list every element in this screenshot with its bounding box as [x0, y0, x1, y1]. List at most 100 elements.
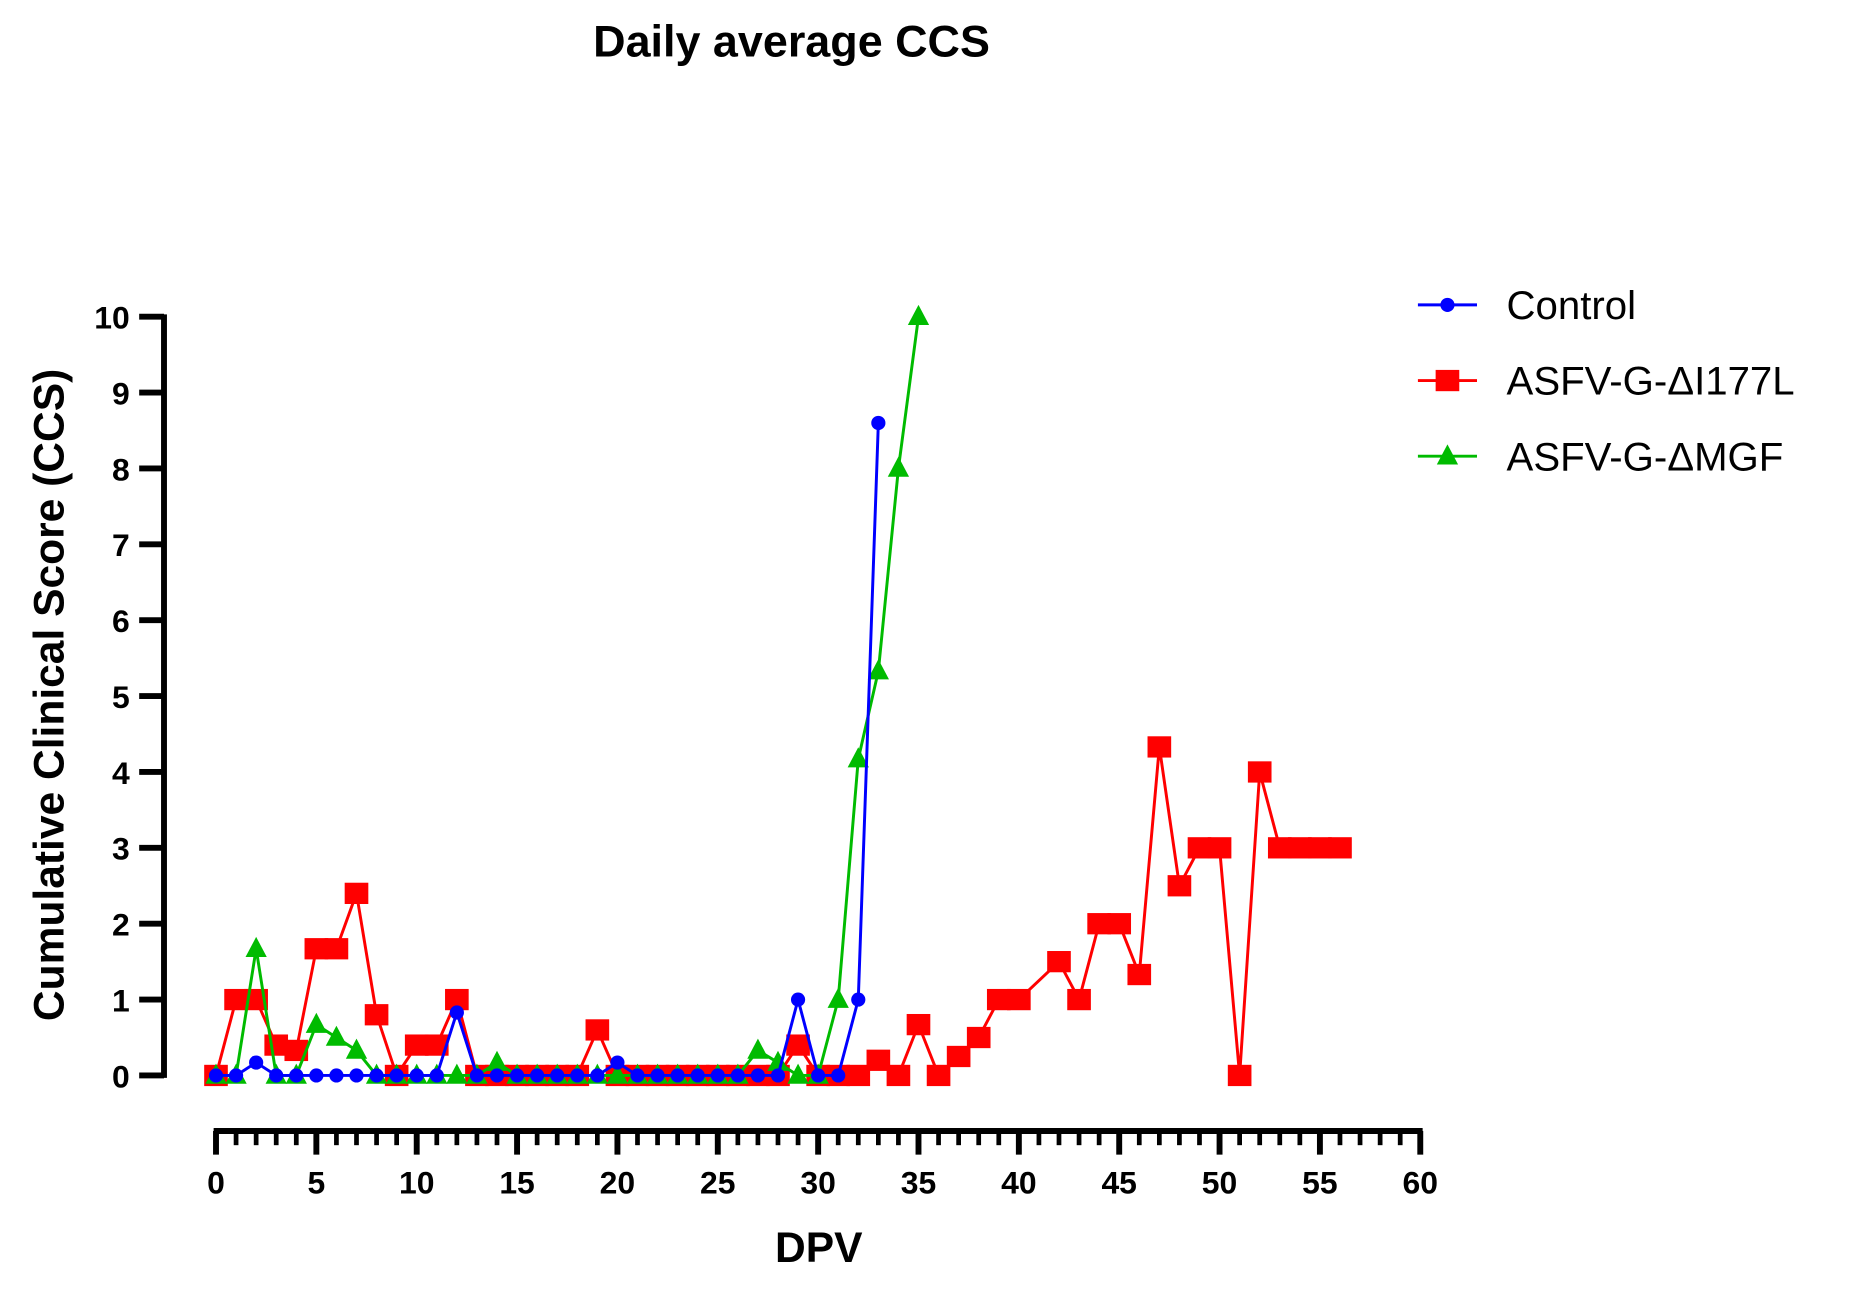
series-line — [215, 422, 880, 1077]
x-tick-label: 15 — [499, 1165, 534, 1201]
y-tick-label: 0 — [112, 1058, 130, 1094]
data-point — [1247, 761, 1272, 783]
x-tick-label: 45 — [1101, 1165, 1136, 1201]
data-point — [986, 988, 1011, 1011]
data-point — [1007, 988, 1031, 1011]
data-point — [1328, 837, 1352, 859]
data-point — [429, 1068, 444, 1083]
data-point — [1047, 951, 1071, 973]
data-point — [344, 882, 369, 904]
x-tick-label: 30 — [800, 1165, 835, 1201]
data-point — [249, 1055, 264, 1070]
data-point — [309, 1068, 324, 1083]
data-point — [966, 1026, 991, 1049]
data-point — [1227, 1064, 1252, 1087]
data-point — [570, 1068, 585, 1083]
data-point — [446, 1063, 468, 1084]
y-axis: 0 1 2 3 4 5 6 7 8 9 10 — [94, 300, 167, 1094]
data-point — [846, 1064, 871, 1087]
series-layer — [204, 304, 1352, 1087]
data-point — [827, 987, 849, 1008]
data-point — [1067, 988, 1091, 1011]
data-point — [409, 1068, 424, 1083]
y-tick-label: 2 — [112, 907, 130, 943]
data-point — [445, 988, 469, 1011]
x-tick-label: 10 — [399, 1165, 434, 1201]
y-tick-label: 6 — [112, 603, 130, 639]
y-tick-label: 10 — [94, 300, 129, 336]
x-tick-label: 25 — [700, 1165, 735, 1201]
data-point — [329, 1068, 344, 1083]
x-tick-label: 55 — [1302, 1165, 1337, 1201]
data-point — [871, 415, 886, 431]
data-point — [1288, 837, 1312, 859]
data-point — [650, 1068, 665, 1083]
data-point — [389, 1068, 404, 1083]
data-point — [851, 992, 866, 1007]
data-point — [886, 1064, 911, 1087]
data-point — [811, 1068, 826, 1083]
x-tick-label: 5 — [307, 1165, 325, 1201]
data-point — [305, 1012, 327, 1033]
data-point — [831, 1068, 846, 1083]
data-point — [867, 659, 889, 680]
data-point — [245, 936, 267, 958]
data-point — [208, 1068, 224, 1083]
data-point — [509, 1068, 525, 1083]
data-point — [786, 1034, 810, 1056]
data-point — [364, 1004, 389, 1026]
data-point — [906, 1013, 931, 1036]
y-axis-label: Cumulative Clinical Score (CCS) — [26, 369, 74, 1021]
legend-label: ASFV-G-ΔI177L — [1507, 359, 1795, 404]
data-point — [1107, 913, 1132, 935]
y-tick-label: 5 — [112, 679, 130, 715]
data-point — [690, 1068, 705, 1083]
data-point — [404, 1034, 429, 1056]
data-point — [946, 1045, 971, 1068]
data-point — [1187, 837, 1212, 859]
series-square — [204, 736, 1352, 1087]
data-point — [790, 992, 806, 1007]
data-point — [469, 1068, 485, 1083]
x-tick-label: 40 — [1001, 1165, 1036, 1201]
x-tick-label: 0 — [207, 1165, 225, 1201]
data-point — [787, 1063, 809, 1084]
data-point — [224, 988, 248, 1011]
legend-marker — [1435, 369, 1460, 392]
legend-item: ASFV-G-ΔMGF — [1417, 434, 1784, 479]
x-tick-label: 60 — [1403, 1165, 1438, 1201]
data-point — [710, 1068, 725, 1083]
y-tick-label: 1 — [112, 982, 130, 1018]
data-point — [1127, 963, 1152, 986]
legend-marker — [1440, 297, 1455, 312]
data-point — [770, 1068, 786, 1083]
data-point — [489, 1068, 505, 1083]
chart-title: Daily average CCS — [593, 16, 990, 67]
data-point — [269, 1068, 284, 1083]
x-axis: 0 5 10 15 20 25 30 35 40 45 50 55 60 — [207, 1128, 1438, 1201]
data-point — [550, 1068, 565, 1083]
legend-label: ASFV-G-ΔMGF — [1507, 434, 1784, 479]
series-circle — [208, 415, 886, 1083]
legend-marker — [1436, 444, 1459, 465]
x-tick-label: 20 — [600, 1165, 635, 1201]
data-point — [369, 1068, 384, 1083]
data-point — [530, 1068, 545, 1083]
y-tick-label: 7 — [112, 527, 130, 563]
data-point — [750, 1068, 766, 1083]
data-point — [345, 1038, 368, 1059]
data-point — [887, 456, 910, 477]
data-point — [767, 1050, 789, 1071]
data-point — [1167, 875, 1192, 897]
data-point — [866, 1049, 891, 1071]
y-tick-label: 9 — [112, 375, 130, 411]
y-tick-label: 8 — [112, 451, 130, 487]
data-point — [289, 1068, 304, 1083]
data-point — [670, 1068, 685, 1083]
data-point — [847, 747, 869, 768]
data-point — [1207, 837, 1232, 859]
data-point — [907, 304, 930, 325]
data-point — [590, 1068, 605, 1083]
